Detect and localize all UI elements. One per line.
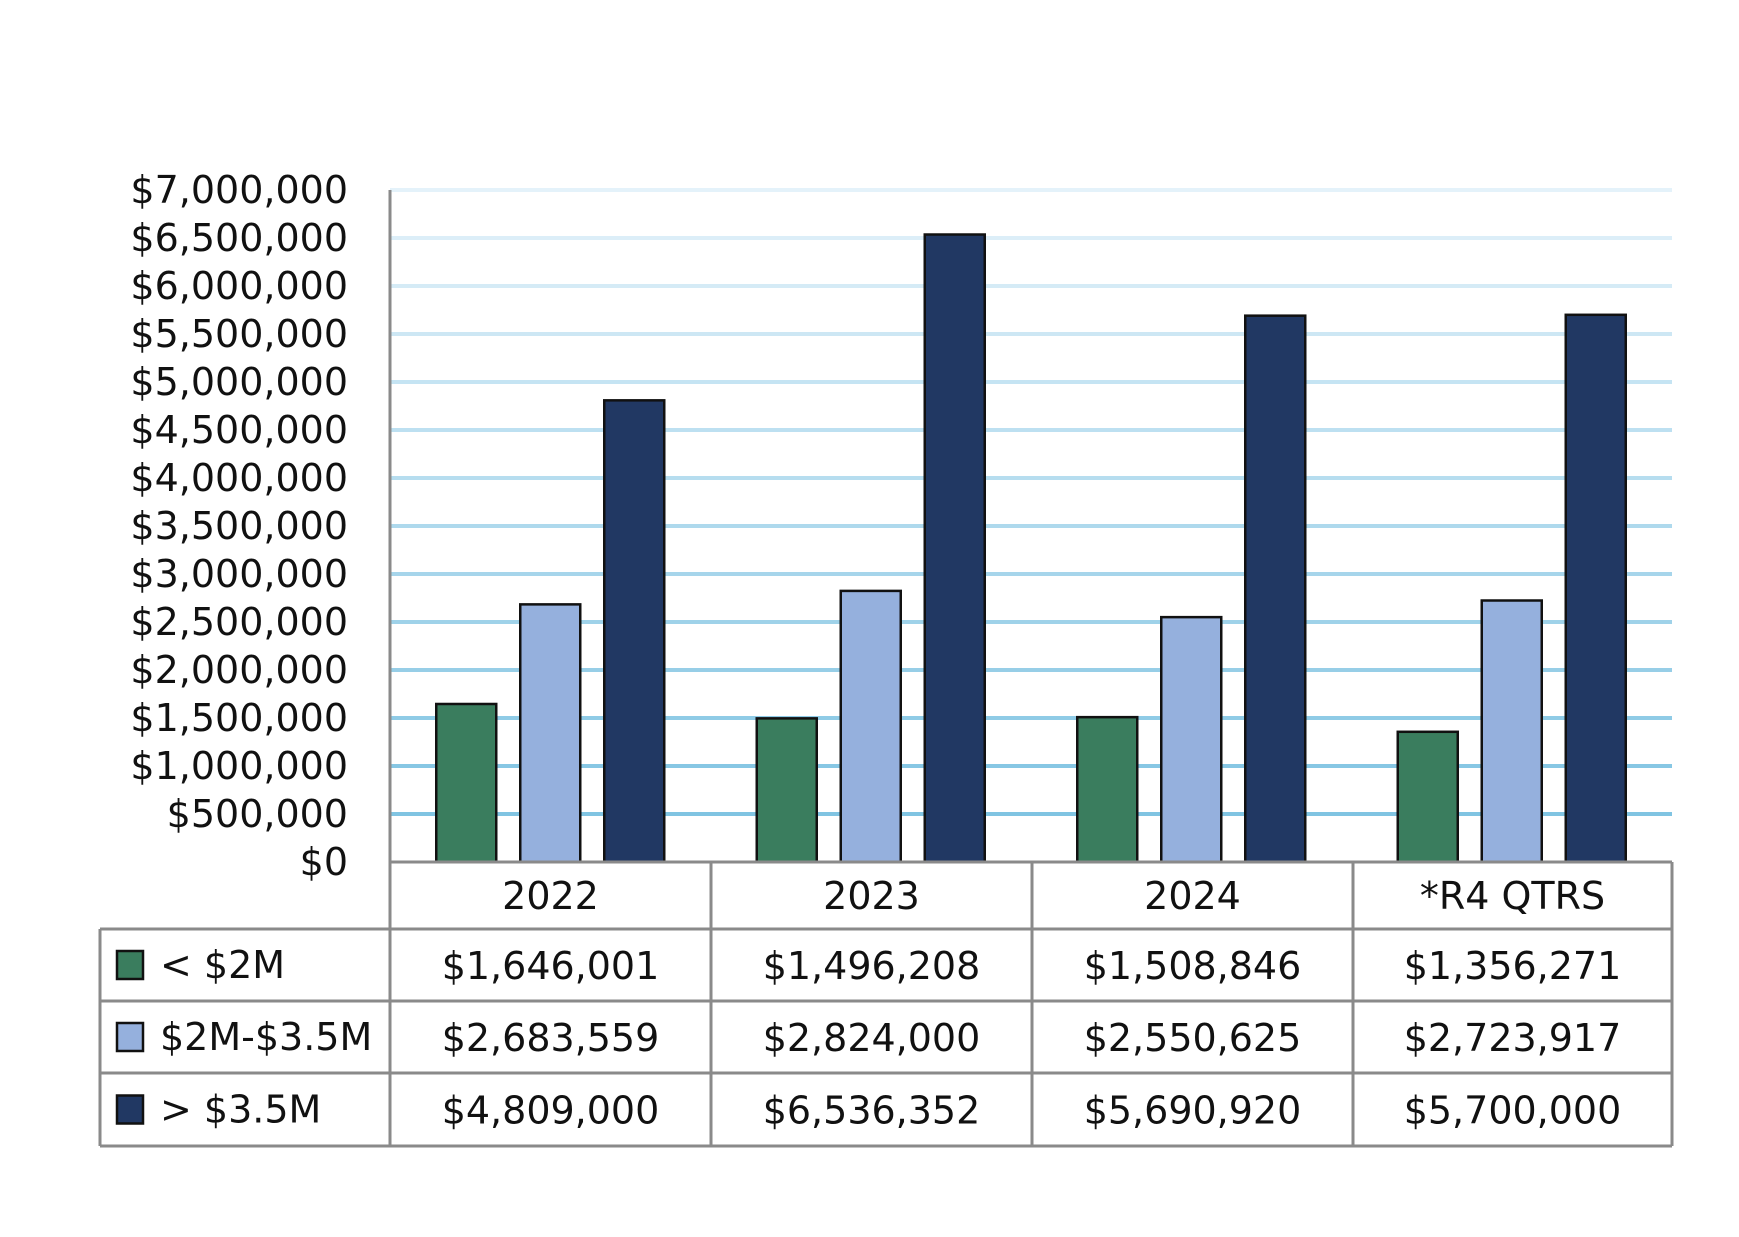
data-label-3-2: $6,536,352 [763, 1089, 981, 1133]
data-label-1-1: $1,646,001 [442, 944, 660, 988]
x-category-label: *R4 QTRS [1420, 874, 1605, 918]
legend-label-1: < $2M [160, 943, 285, 987]
legend-swatch-3 [115, 1094, 145, 1125]
legend-label-3: > $3.5M [160, 1088, 321, 1132]
y-tick-label: $4,500,000 [130, 408, 348, 452]
legend-label-2: $2M-$3.5M [160, 1015, 372, 1059]
x-category-label: 2024 [1144, 874, 1241, 918]
y-tick-label: $6,500,000 [130, 216, 348, 260]
bar-2-1 [519, 603, 582, 864]
data-table: 2022 2023 2024 *R4 QTRS < $2M $1,646,001 $1,49… [98, 860, 1674, 1148]
y-tick-label: $0 [300, 840, 348, 884]
bar-2-3 [1160, 615, 1223, 864]
data-label-2-4: $2,723,917 [1404, 1016, 1622, 1060]
y-tick-label: $5,000,000 [130, 360, 348, 404]
bar-3-4 [1564, 313, 1627, 864]
y-tick-label: $7,000,000 [130, 168, 348, 212]
y-tick-label: $1,500,000 [130, 696, 348, 740]
bar-1-1 [435, 702, 498, 864]
y-tick-label: $500,000 [167, 792, 348, 836]
data-label-1-4: $1,356,271 [1404, 944, 1622, 988]
bar-3-1 [603, 399, 666, 864]
data-label-1-3: $1,508,846 [1084, 944, 1302, 988]
data-label-2-3: $2,550,625 [1084, 1016, 1302, 1060]
y-tick-label: $6,000,000 [130, 264, 348, 308]
y-tick-label: $3,500,000 [130, 504, 348, 548]
data-label-2-2: $2,824,000 [763, 1016, 981, 1060]
bar-3-2 [923, 233, 986, 864]
y-tick-label: $5,500,000 [130, 312, 348, 356]
data-label-3-3: $5,690,920 [1084, 1089, 1302, 1133]
y-tick-label: $2,500,000 [130, 600, 348, 644]
bars [435, 233, 1627, 864]
x-category-label: 2023 [823, 874, 920, 918]
data-label-2-1: $2,683,559 [442, 1016, 660, 1060]
bar-2-2 [839, 589, 902, 864]
legend-swatch-1 [115, 949, 145, 981]
bar-1-3 [1076, 715, 1139, 864]
bar-3-3 [1244, 314, 1307, 864]
y-axis-ticks: $0$500,000$1,000,000$1,500,000$2,000,000… [130, 168, 348, 884]
bar-1-4 [1396, 730, 1459, 864]
y-tick-label: $3,000,000 [130, 552, 348, 596]
x-category-label: 2022 [502, 874, 599, 918]
gridlines [390, 188, 1672, 816]
bar-2-4 [1480, 599, 1543, 864]
y-tick-label: $4,000,000 [130, 456, 348, 500]
data-label-3-1: $4,809,000 [442, 1089, 660, 1133]
y-tick-label: $2,000,000 [130, 648, 348, 692]
data-label-3-4: $5,700,000 [1404, 1089, 1622, 1133]
data-label-1-2: $1,496,208 [763, 944, 981, 988]
bar-1-2 [755, 717, 818, 864]
y-tick-label: $1,000,000 [130, 744, 348, 788]
legend-swatch-2 [115, 1021, 145, 1053]
